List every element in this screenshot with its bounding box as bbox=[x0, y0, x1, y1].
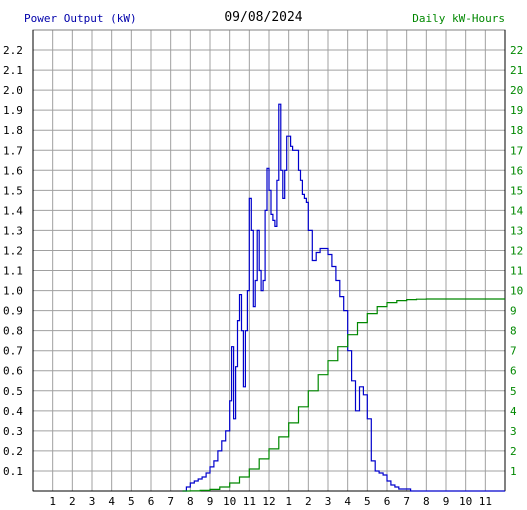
right-axis-title: Daily kW-Hours bbox=[412, 12, 505, 25]
y-right-tick-label: 8 bbox=[510, 325, 517, 338]
y-right-tick-label: 20 bbox=[510, 84, 523, 97]
x-tick-label: 1 bbox=[49, 495, 56, 508]
y-right-tick-label: 2 bbox=[510, 445, 517, 458]
y-left-tick-label: 1.5 bbox=[3, 184, 23, 197]
y-right-tick-label: 3 bbox=[510, 425, 517, 438]
x-tick-label: 5 bbox=[364, 495, 371, 508]
x-tick-label: 6 bbox=[148, 495, 155, 508]
tick-labels: 1 2 3 4 5 6 7 8 9 10 11 12 1 2 3 4 5 6 7 8 9 10 110.10.20.30.4… bbox=[3, 44, 524, 508]
y-right-tick-label: 18 bbox=[510, 124, 523, 137]
y-left-tick-label: 1.1 bbox=[3, 265, 23, 278]
y-right-tick-label: 14 bbox=[510, 204, 524, 217]
y-left-tick-label: 0.8 bbox=[3, 325, 23, 338]
x-tick-label: 7 bbox=[167, 495, 174, 508]
x-tick-label: 6 bbox=[384, 495, 391, 508]
x-tick-label: 2 bbox=[69, 495, 76, 508]
y-left-tick-label: 1.0 bbox=[3, 285, 23, 298]
y-left-tick-label: 1.3 bbox=[3, 224, 23, 237]
y-left-tick-label: 0.6 bbox=[3, 365, 23, 378]
y-right-tick-label: 13 bbox=[510, 224, 523, 237]
y-right-tick-label: 22 bbox=[510, 44, 523, 57]
y-left-tick-label: 2.1 bbox=[3, 64, 23, 77]
y-left-tick-label: 0.5 bbox=[3, 385, 23, 398]
y-left-tick-label: 0.1 bbox=[3, 465, 23, 478]
x-tick-label: 11 bbox=[479, 495, 492, 508]
x-tick-label: 11 bbox=[243, 495, 256, 508]
y-left-tick-label: 1.2 bbox=[3, 244, 23, 257]
x-tick-label: 3 bbox=[325, 495, 332, 508]
x-tick-label: 10 bbox=[459, 495, 472, 508]
y-right-tick-label: 4 bbox=[510, 405, 517, 418]
y-right-tick-label: 5 bbox=[510, 385, 517, 398]
y-left-tick-label: 2.0 bbox=[3, 84, 23, 97]
y-right-tick-label: 1 bbox=[510, 465, 517, 478]
daily-kwh-series-line bbox=[182, 298, 505, 492]
y-right-tick-label: 19 bbox=[510, 104, 523, 117]
y-left-tick-label: 2.2 bbox=[3, 44, 23, 57]
y-left-tick-label: 1.9 bbox=[3, 104, 23, 117]
x-tick-label: 4 bbox=[344, 495, 351, 508]
x-tick-label: 9 bbox=[207, 495, 214, 508]
y-right-tick-label: 21 bbox=[510, 64, 523, 77]
x-tick-label: 10 bbox=[223, 495, 236, 508]
y-right-tick-label: 17 bbox=[510, 144, 523, 157]
axes bbox=[32, 29, 506, 492]
y-left-tick-label: 0.7 bbox=[3, 345, 23, 358]
y-right-tick-label: 11 bbox=[510, 265, 523, 278]
y-left-tick-label: 0.9 bbox=[3, 305, 23, 318]
y-left-tick-label: 1.8 bbox=[3, 124, 23, 137]
y-left-tick-label: 1.7 bbox=[3, 144, 23, 157]
y-right-tick-label: 9 bbox=[510, 305, 517, 318]
x-tick-label: 8 bbox=[423, 495, 430, 508]
chart-date-title: 09/08/2024 bbox=[224, 10, 303, 25]
grid bbox=[33, 30, 505, 491]
y-right-tick-label: 15 bbox=[510, 184, 523, 197]
y-right-tick-label: 12 bbox=[510, 244, 523, 257]
y-right-tick-label: 6 bbox=[510, 365, 517, 378]
x-tick-label: 5 bbox=[128, 495, 135, 508]
y-right-tick-label: 10 bbox=[510, 285, 523, 298]
y-left-tick-label: 0.4 bbox=[3, 405, 23, 418]
x-tick-label: 12 bbox=[262, 495, 275, 508]
x-tick-label: 3 bbox=[89, 495, 96, 508]
y-left-tick-label: 0.2 bbox=[3, 445, 23, 458]
x-tick-label: 7 bbox=[403, 495, 410, 508]
y-left-tick-label: 1.6 bbox=[3, 164, 23, 177]
x-tick-label: 4 bbox=[108, 495, 115, 508]
x-tick-label: 8 bbox=[187, 495, 194, 508]
y-left-tick-label: 0.3 bbox=[3, 425, 23, 438]
left-axis-title: Power Output (kW) bbox=[24, 12, 137, 25]
x-tick-label: 1 bbox=[285, 495, 292, 508]
y-left-tick-label: 1.4 bbox=[3, 204, 23, 217]
series bbox=[182, 103, 505, 492]
y-right-tick-label: 7 bbox=[510, 345, 517, 358]
x-tick-label: 2 bbox=[305, 495, 312, 508]
x-tick-label: 9 bbox=[443, 495, 450, 508]
y-right-tick-label: 16 bbox=[510, 164, 523, 177]
power-output-series-line bbox=[182, 103, 505, 492]
